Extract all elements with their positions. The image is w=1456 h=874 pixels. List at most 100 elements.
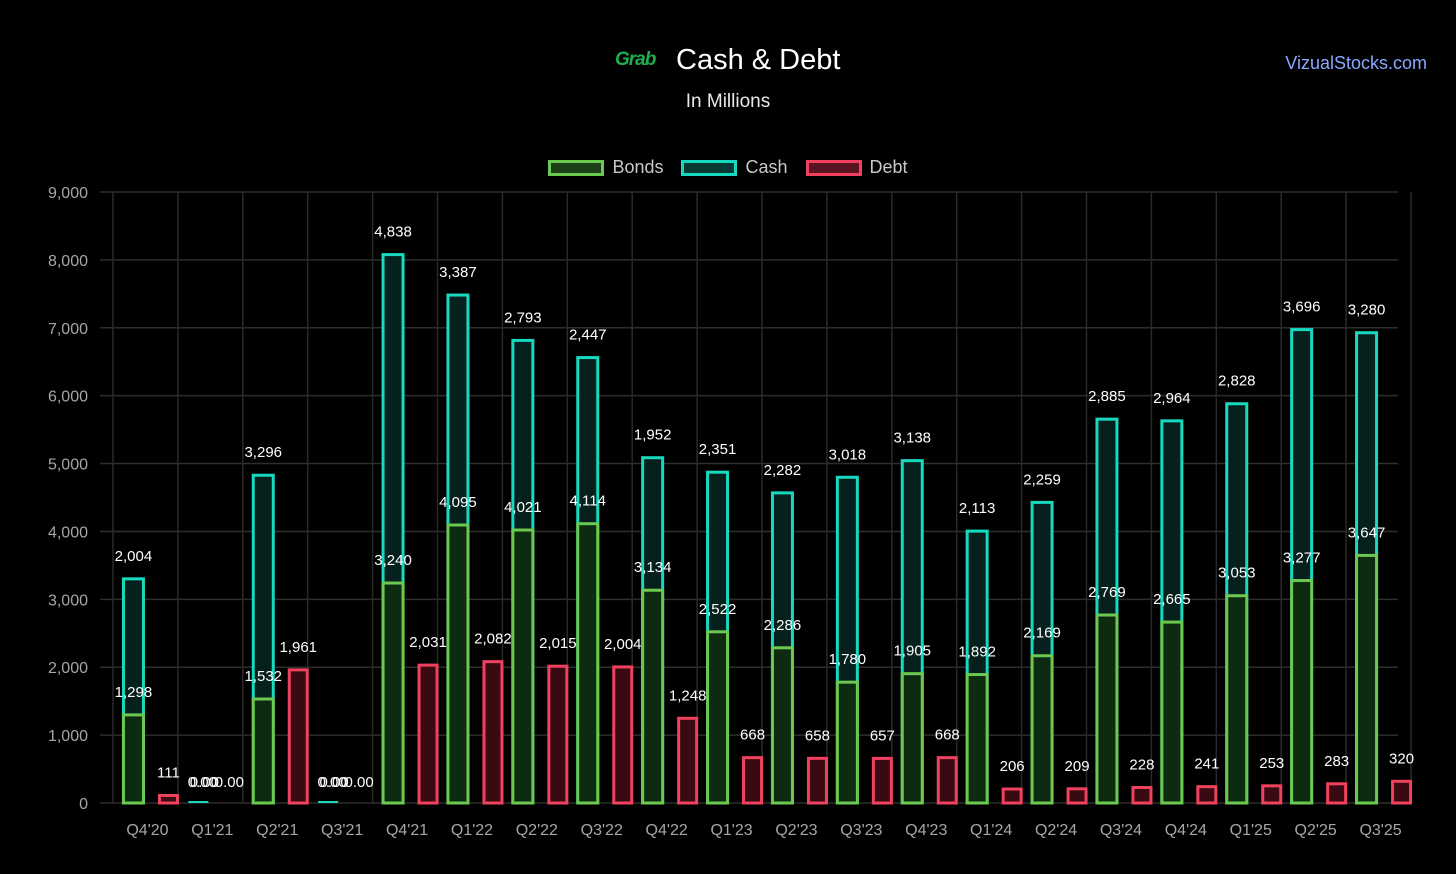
bar-bonds: [770, 646, 794, 805]
data-label-debt: 206: [1000, 758, 1025, 775]
legend-label-bonds: Bonds: [612, 157, 664, 177]
bar-bonds: [446, 523, 470, 805]
data-label-bonds: 2,286: [764, 617, 802, 634]
legend-swatch-debt: [805, 159, 862, 176]
data-label-debt: 1,248: [669, 687, 707, 704]
y-tick-label: 3,000: [48, 592, 88, 609]
bar-debt: [1261, 784, 1283, 805]
bar-bonds: [511, 528, 535, 805]
data-label-bonds: 3,053: [1218, 565, 1256, 582]
data-label-bonds: 2,522: [699, 601, 737, 618]
bar-bonds: [835, 680, 859, 805]
data-label-cash: 3,018: [829, 446, 867, 463]
data-label-bonds: 2,769: [1088, 584, 1126, 601]
data-label-bonds: 1,780: [829, 651, 867, 668]
x-tick-label: Q4'21: [386, 822, 428, 839]
data-label-bonds: 2,665: [1153, 591, 1191, 608]
legend-label-debt: Debt: [869, 157, 908, 177]
data-label-debt: 320: [1389, 750, 1414, 767]
brand-link[interactable]: VizualStocks.com: [1285, 53, 1427, 73]
legend-swatch-cash: [681, 159, 738, 176]
data-label-cash: 2,259: [1023, 471, 1061, 488]
data-label-debt: 2,031: [409, 634, 447, 651]
bar-bonds: [1030, 654, 1054, 805]
x-tick-label: Q1'23: [710, 822, 752, 839]
bar-bonds: [121, 713, 145, 805]
data-label-debt: 0.00: [215, 774, 244, 791]
bar-debt: [157, 793, 179, 805]
legend-item-bonds[interactable]: Bonds: [548, 157, 663, 178]
y-tick-label: 7,000: [48, 321, 88, 338]
bar-bonds: [576, 522, 600, 805]
bar-debt: [806, 756, 828, 805]
data-label-debt: 668: [935, 727, 960, 744]
bar-debt: [742, 756, 764, 805]
x-tick-label: Q3'22: [581, 822, 623, 839]
data-label-debt: 668: [740, 727, 765, 744]
bar-debt: [677, 716, 699, 805]
bar-debt: [287, 668, 309, 805]
y-tick-label: 5,000: [48, 457, 88, 474]
data-label-cash: 3,280: [1348, 302, 1386, 319]
bar-debt: [1131, 786, 1153, 805]
legend-swatch-bonds: [548, 159, 605, 176]
x-tick-label: Q1'22: [451, 822, 493, 839]
data-label-debt: 253: [1259, 755, 1284, 772]
bar-debt: [417, 663, 439, 805]
data-label-cash: 0.00: [188, 774, 217, 791]
chart-legend: Bonds Cash Debt: [0, 157, 1456, 178]
data-label-cash: 3,387: [439, 264, 477, 281]
bar-debt: [612, 665, 634, 805]
data-label-cash: 2,964: [1153, 390, 1191, 407]
chart-subtitle: In Millions: [685, 91, 771, 112]
data-label-bonds: 3,240: [374, 552, 412, 569]
y-tick-label: 8,000: [48, 253, 88, 270]
data-label-bonds: 4,114: [570, 493, 606, 510]
bar-bonds: [1355, 553, 1379, 805]
bar-debt: [1326, 782, 1348, 805]
data-label-debt: 658: [805, 727, 830, 744]
bar-debt: [936, 756, 958, 805]
data-label-bonds: 0.00: [320, 774, 349, 791]
bar-bonds: [251, 697, 275, 805]
x-tick-label: Q2'24: [1035, 822, 1077, 839]
data-label-debt: 657: [870, 727, 895, 744]
data-label-cash: 2,885: [1088, 388, 1126, 405]
legend-item-cash[interactable]: Cash: [681, 157, 788, 178]
data-label-cash: 3,296: [244, 444, 282, 461]
bar-bonds: [1160, 620, 1184, 805]
bar-debt: [1066, 787, 1088, 805]
y-tick-label: 0: [79, 796, 88, 813]
x-tick-label: Q1'21: [191, 822, 233, 839]
bar-debt: [1391, 779, 1413, 805]
data-label-debt: 283: [1324, 753, 1349, 770]
data-label-debt: 2,015: [539, 635, 577, 652]
data-label-debt: 2,082: [474, 631, 512, 648]
x-tick-label: Q2'25: [1295, 822, 1337, 839]
bar-debt: [871, 756, 893, 805]
data-label-bonds: 1,892: [958, 644, 996, 661]
grab-logo: Grab: [615, 49, 656, 70]
x-tick-label: Q4'22: [646, 822, 688, 839]
bar-bonds: [381, 581, 405, 805]
data-label-cash: 0.00: [318, 774, 347, 791]
data-label-bonds: 3,134: [634, 559, 672, 576]
x-tick-label: Q3'25: [1359, 822, 1401, 839]
bar-bonds: [1290, 579, 1314, 805]
data-label-debt: 1,961: [279, 639, 317, 656]
data-label-cash: 2,113: [959, 500, 995, 517]
x-tick-label: Q1'25: [1230, 822, 1272, 839]
x-tick-label: Q3'23: [840, 822, 882, 839]
data-label-debt: 0.00: [345, 774, 374, 791]
bar-bonds: [641, 588, 665, 805]
x-tick-label: Q1'24: [970, 822, 1012, 839]
x-tick-label: Q3'21: [321, 822, 363, 839]
data-label-bonds: 1,905: [893, 643, 931, 660]
legend-item-debt[interactable]: Debt: [805, 157, 908, 178]
data-label-cash: 2,793: [504, 309, 542, 326]
data-label-bonds: 0.00: [190, 774, 219, 791]
bar-bonds: [706, 630, 730, 805]
data-label-debt: 228: [1129, 757, 1154, 774]
data-label-bonds: 3,277: [1283, 550, 1321, 567]
chart-title: Cash & Debt: [676, 44, 841, 76]
